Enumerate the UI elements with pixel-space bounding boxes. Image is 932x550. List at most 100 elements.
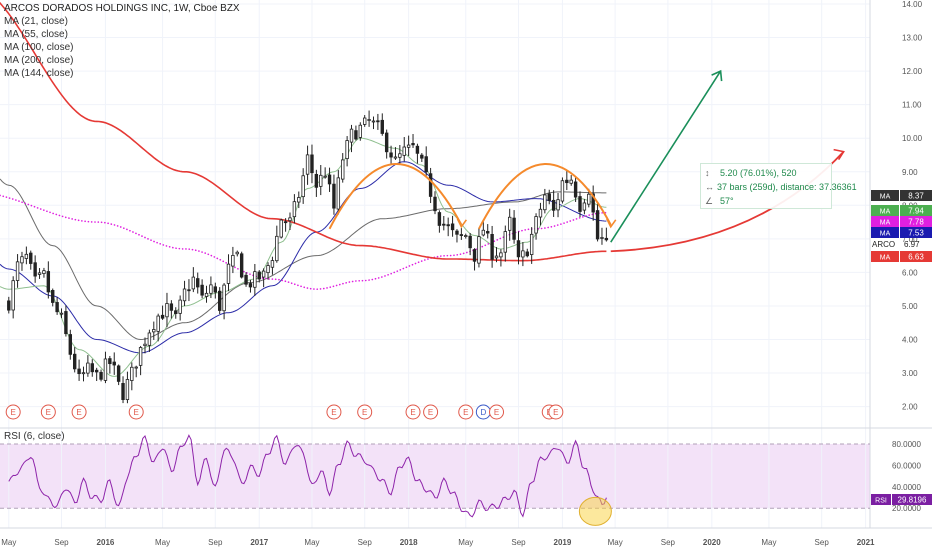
- candle[interactable]: [130, 362, 134, 391]
- candle[interactable]: [59, 308, 64, 319]
- candle[interactable]: [437, 210, 442, 233]
- candle[interactable]: [187, 279, 191, 302]
- candle[interactable]: [305, 145, 310, 185]
- earnings-marker[interactable]: [458, 404, 474, 420]
- candle[interactable]: [266, 262, 270, 280]
- candle[interactable]: [393, 147, 398, 160]
- earnings-marker[interactable]: [128, 404, 144, 420]
- candle[interactable]: [371, 116, 376, 130]
- earnings-marker[interactable]: [71, 404, 87, 420]
- candle[interactable]: [182, 280, 187, 307]
- candle[interactable]: [204, 285, 209, 303]
- candle[interactable]: [433, 191, 437, 215]
- candle[interactable]: [200, 279, 204, 299]
- candle[interactable]: [565, 170, 569, 191]
- candle[interactable]: [442, 216, 446, 231]
- indicator-ma-55[interactable]: MA (55, close): [4, 29, 68, 40]
- candle[interactable]: [398, 144, 402, 165]
- candle[interactable]: [336, 170, 341, 215]
- candle[interactable]: [472, 248, 477, 271]
- candle[interactable]: [354, 125, 358, 141]
- candle[interactable]: [134, 365, 138, 378]
- candle[interactable]: [477, 228, 481, 268]
- candle[interactable]: [494, 247, 499, 263]
- candle[interactable]: [7, 296, 11, 314]
- projection-arrow[interactable]: [610, 70, 722, 243]
- candle[interactable]: [235, 250, 239, 257]
- candle[interactable]: [160, 305, 165, 320]
- candle[interactable]: [600, 227, 604, 245]
- candle[interactable]: [143, 337, 147, 354]
- candle[interactable]: [29, 250, 33, 270]
- candle[interactable]: [499, 249, 503, 267]
- candle[interactable]: [486, 224, 490, 239]
- rsi-highlight-circle[interactable]: [578, 496, 612, 526]
- candle[interactable]: [534, 213, 538, 240]
- candle[interactable]: [538, 202, 543, 226]
- candle[interactable]: [94, 367, 99, 381]
- candle[interactable]: [341, 153, 345, 183]
- candle[interactable]: [389, 145, 393, 165]
- candle[interactable]: [156, 313, 160, 342]
- candle[interactable]: [292, 194, 297, 224]
- candle[interactable]: [191, 267, 196, 293]
- candle[interactable]: [33, 255, 37, 283]
- candle[interactable]: [569, 175, 573, 186]
- candle[interactable]: [455, 229, 459, 243]
- candle[interactable]: [165, 292, 169, 328]
- candle[interactable]: [319, 164, 323, 196]
- candle[interactable]: [551, 190, 556, 217]
- candle[interactable]: [327, 167, 332, 192]
- earnings-marker[interactable]: [405, 404, 421, 420]
- candle[interactable]: [275, 225, 279, 263]
- candle[interactable]: [314, 169, 319, 197]
- candle[interactable]: [99, 369, 103, 382]
- candle[interactable]: [116, 364, 121, 386]
- candle[interactable]: [261, 268, 266, 288]
- candle[interactable]: [138, 345, 143, 376]
- candle[interactable]: [424, 146, 428, 176]
- candle[interactable]: [81, 366, 86, 382]
- candle[interactable]: [108, 355, 112, 374]
- candle[interactable]: [37, 268, 42, 279]
- candle[interactable]: [213, 282, 218, 299]
- candle[interactable]: [24, 246, 29, 265]
- candle[interactable]: [248, 279, 253, 293]
- candle[interactable]: [244, 272, 248, 287]
- candle[interactable]: [362, 115, 367, 127]
- candle[interactable]: [428, 167, 433, 204]
- candle[interactable]: [121, 376, 125, 404]
- candle[interactable]: [547, 189, 551, 205]
- candle[interactable]: [604, 227, 609, 242]
- candle[interactable]: [112, 352, 116, 375]
- candle[interactable]: [380, 113, 384, 136]
- indicator-ma-144[interactable]: MA (144, close): [4, 68, 74, 79]
- candle[interactable]: [174, 307, 178, 319]
- arc-right[interactable]: [478, 163, 612, 230]
- candle[interactable]: [90, 359, 94, 377]
- measure-info-box[interactable]: ↕ 5.20 (76.01%), 520 ↔ 37 bars (259d), d…: [700, 163, 857, 209]
- earnings-marker[interactable]: [5, 404, 21, 420]
- candle[interactable]: [46, 261, 51, 299]
- candle[interactable]: [543, 188, 547, 214]
- candle[interactable]: [450, 215, 455, 237]
- candle[interactable]: [209, 276, 213, 299]
- rsi-line[interactable]: [8, 434, 607, 518]
- candle[interactable]: [358, 122, 363, 141]
- candle[interactable]: [217, 287, 222, 314]
- candle[interactable]: [459, 228, 464, 240]
- arc-left[interactable]: [328, 163, 463, 230]
- candle[interactable]: [464, 233, 468, 239]
- candle[interactable]: [231, 246, 235, 274]
- candle[interactable]: [55, 297, 59, 315]
- candle[interactable]: [507, 208, 512, 241]
- earnings-marker[interactable]: [423, 404, 439, 420]
- candle[interactable]: [169, 300, 174, 319]
- candle[interactable]: [481, 221, 486, 237]
- candle[interactable]: [591, 185, 595, 221]
- candle[interactable]: [297, 191, 301, 209]
- candle[interactable]: [72, 347, 77, 373]
- candle[interactable]: [301, 168, 305, 204]
- candle[interactable]: [556, 192, 560, 218]
- candle[interactable]: [253, 263, 257, 296]
